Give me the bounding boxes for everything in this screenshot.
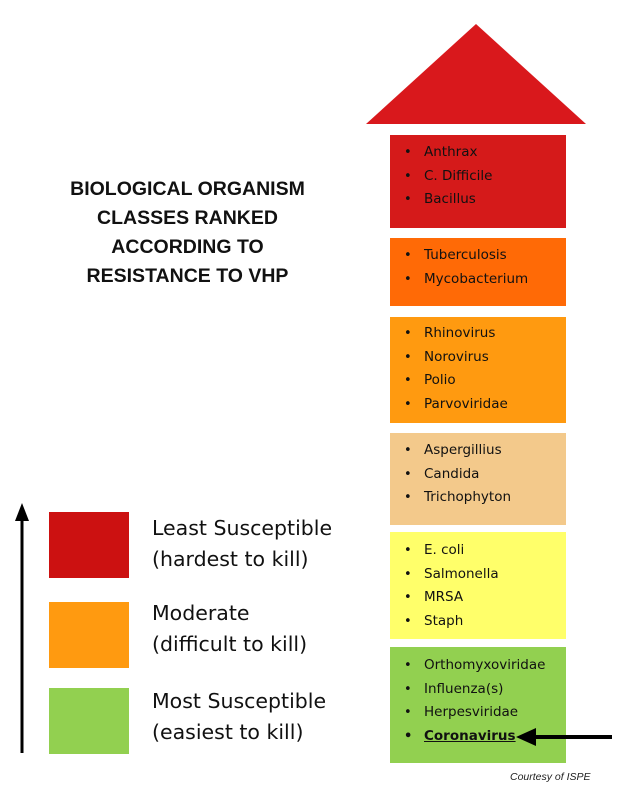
tier-box-fungi: Aspergillius Candida Trichophyton xyxy=(390,433,566,525)
house-roof-triangle xyxy=(366,24,586,124)
organism-item: Tuberculosis xyxy=(404,244,566,268)
legend-line1: Moderate xyxy=(152,601,250,625)
organism-item-highlighted: Coronavirus xyxy=(404,725,566,749)
legend-swatch-orange xyxy=(49,602,129,668)
tier-box-most-susceptible: Orthomyxoviridae Influenza(s) Herpesviri… xyxy=(390,647,566,763)
tier-box-high-resistance: Tuberculosis Mycobacterium xyxy=(390,238,566,306)
organism-item: Staph xyxy=(404,610,566,634)
legend-line1: Most Susceptible xyxy=(152,689,327,713)
legend-line2: (difficult to kill) xyxy=(152,632,308,656)
credit-text: Courtesy of ISPE xyxy=(510,771,591,783)
organism-item: Bacillus xyxy=(404,188,566,212)
legend-label-least: Least Susceptible (hardest to kill) xyxy=(152,513,332,575)
organism-item: Anthrax xyxy=(404,141,566,165)
organism-item: Salmonella xyxy=(404,563,566,587)
organism-item: Norovirus xyxy=(404,346,566,370)
page-title: BIOLOGICAL ORGANISM CLASSES RANKED ACCOR… xyxy=(70,178,305,287)
legend-line2: (hardest to kill) xyxy=(152,547,309,571)
organism-item: Mycobacterium xyxy=(404,268,566,292)
tier-box-bacteria: E. coli Salmonella MRSA Staph xyxy=(390,532,566,639)
legend-label-most: Most Susceptible (easiest to kill) xyxy=(152,686,326,748)
legend-up-arrow-icon xyxy=(15,503,29,753)
organism-item: Polio xyxy=(404,369,566,393)
pointer-left-arrow-icon xyxy=(516,728,612,746)
legend-swatch-red xyxy=(49,512,129,578)
organism-item: Trichophyton xyxy=(404,486,566,510)
legend-label-moderate: Moderate (difficult to kill) xyxy=(152,598,307,660)
organism-item: Parvoviridae xyxy=(404,393,566,417)
organism-item: Candida xyxy=(404,463,566,487)
organism-item: Herpesviridae xyxy=(404,701,566,725)
tier-box-least-susceptible: Anthrax C. Difficile Bacillus xyxy=(390,135,566,228)
legend-line1: Least Susceptible xyxy=(152,516,333,540)
organism-item: E. coli xyxy=(404,539,566,563)
legend-swatch-green xyxy=(49,688,129,754)
organism-item: Aspergillius xyxy=(404,439,566,463)
organism-item: C. Difficile xyxy=(404,165,566,189)
legend-line2: (easiest to kill) xyxy=(152,720,304,744)
organism-item: Orthomyxoviridae xyxy=(404,654,566,678)
organism-item: MRSA xyxy=(404,586,566,610)
organism-item: Rhinovirus xyxy=(404,322,566,346)
organism-item: Influenza(s) xyxy=(404,678,566,702)
tier-box-moderate: Rhinovirus Norovirus Polio Parvoviridae xyxy=(390,317,566,423)
